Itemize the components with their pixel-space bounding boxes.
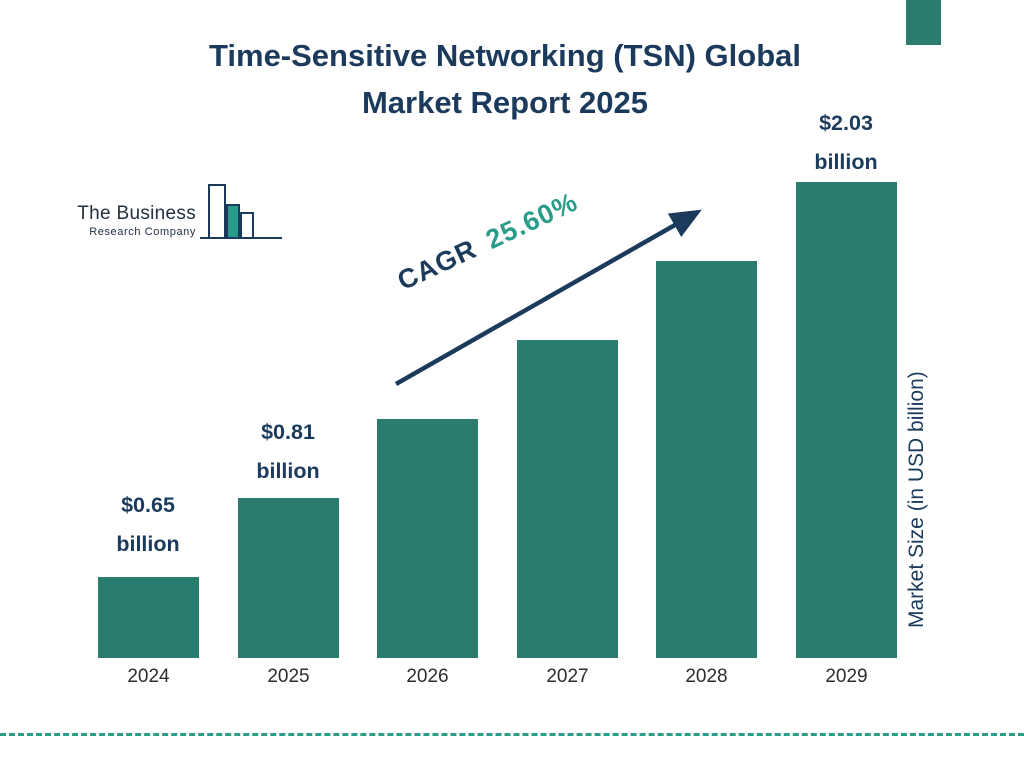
bar-2028 bbox=[656, 261, 757, 658]
company-logo: The Business Research Company bbox=[76, 203, 196, 238]
bar-2025 bbox=[238, 498, 339, 658]
bar-value-label-2029: $2.03 billion bbox=[751, 104, 941, 182]
bar-2027 bbox=[517, 340, 618, 658]
bar-value-2025: $0.81 bbox=[261, 420, 315, 444]
bar-value-label-2024: $0.65 billion bbox=[53, 486, 243, 564]
page-title-line2: Market Report 2025 bbox=[361, 85, 648, 120]
bar-unit-2025: billion bbox=[256, 459, 320, 483]
bar-2024 bbox=[98, 577, 199, 658]
bar-value-2029: $2.03 bbox=[819, 111, 873, 135]
bar-value-2024: $0.65 bbox=[121, 493, 175, 517]
logo-bars-icon bbox=[200, 184, 282, 239]
x-axis-label-2029: 2029 bbox=[825, 666, 868, 687]
x-axis-label-2025: 2025 bbox=[267, 666, 310, 687]
corner-accent-rect bbox=[906, 0, 941, 45]
bar-2026 bbox=[377, 419, 478, 658]
bar-unit-2029: billion bbox=[814, 150, 878, 174]
page-title-line1: Time-Sensitive Networking (TSN) Global bbox=[209, 38, 801, 73]
cagr-trend-arrow bbox=[394, 209, 702, 386]
x-axis-label-2027: 2027 bbox=[546, 666, 589, 687]
logo-name-line2: Research Company bbox=[89, 226, 196, 238]
x-axis-label-2028: 2028 bbox=[685, 666, 728, 687]
x-axis-label-2026: 2026 bbox=[406, 666, 449, 687]
logo-name-line1: The Business bbox=[77, 203, 196, 224]
bar-value-label-2025: $0.81 billion bbox=[193, 413, 383, 491]
y-axis-title: Market Size (in USD billion) bbox=[905, 371, 928, 629]
x-axis-label-2024: 2024 bbox=[127, 666, 170, 687]
bar-unit-2024: billion bbox=[116, 532, 180, 556]
bar-2029 bbox=[796, 182, 897, 658]
bottom-dashed-divider bbox=[0, 733, 1024, 736]
page-title: Time-Sensitive Networking (TSN) Global M… bbox=[0, 32, 1010, 126]
